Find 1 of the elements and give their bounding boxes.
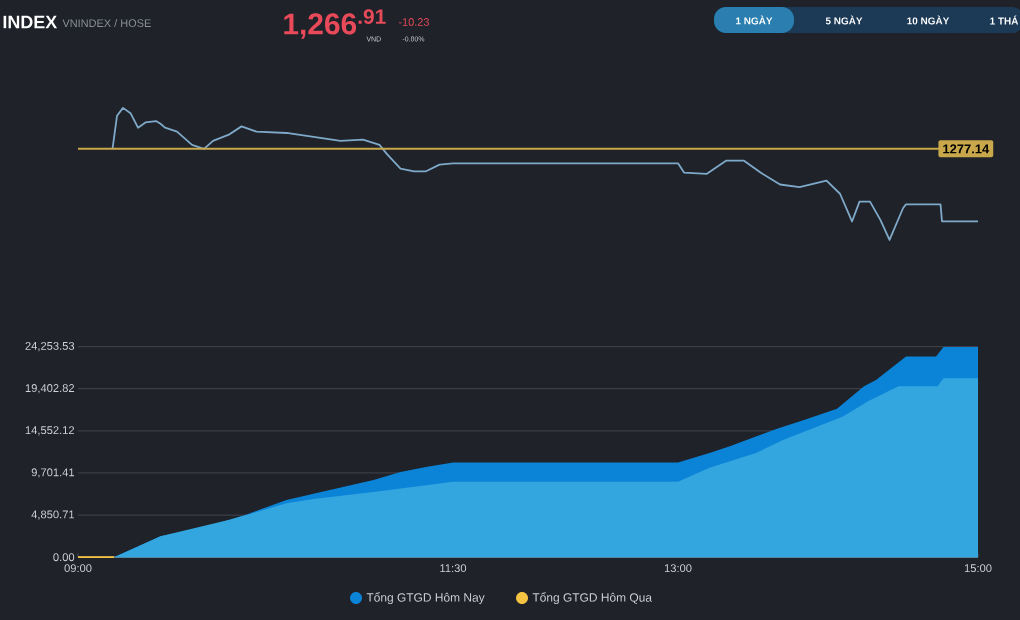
chart-title: INDEX [3,15,58,29]
